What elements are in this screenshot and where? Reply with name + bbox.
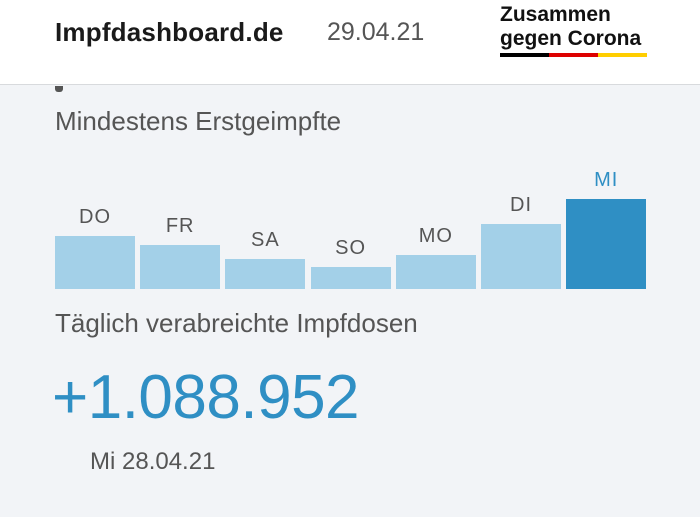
logo-line-1: Zusammen (500, 3, 611, 26)
flag-gold (598, 53, 647, 57)
daily-doses-date: Mi 28.04.21 (90, 448, 216, 475)
bar-label-so: SO (335, 236, 367, 259)
bar-di[interactable] (481, 224, 561, 289)
bar-mo[interactable] (395, 254, 476, 289)
daily-doses-title: Täglich verabreichte Impfdosen (55, 308, 418, 338)
header-date: 29.04.21 (327, 18, 425, 46)
bar-label-mo: MO (418, 224, 453, 247)
site-brand[interactable]: Impfdashboard.de (55, 17, 284, 47)
campaign-logo[interactable]: Zusammen gegen Corona (500, 3, 650, 57)
logo-line-2: gegen Corona (500, 27, 642, 50)
daily-bar-chart: DO FR SA SO MO DI MI (0, 160, 700, 295)
section-subtitle: Mindestens Erstgeimpfte (55, 106, 342, 136)
flag-black (500, 53, 549, 57)
bar-label-di: DI (510, 194, 532, 217)
bar-fr[interactable] (140, 244, 221, 289)
german-flag-stripe (500, 53, 647, 57)
daily-doses-value: +1.088.952 (52, 363, 360, 432)
bar-do[interactable] (55, 236, 135, 289)
bar-sa[interactable] (225, 258, 306, 289)
flag-red (549, 53, 598, 57)
app-header: Impfdashboard.de 29.04.21 Zusammen gegen… (0, 0, 700, 85)
bar-label-sa: SA (251, 228, 280, 251)
bar-label-fr: FR (165, 214, 195, 237)
bar-mi[interactable] (566, 199, 647, 289)
clipped-heading-fragment (55, 86, 115, 92)
bar-label-do: DO (79, 206, 111, 229)
bar-so[interactable] (310, 266, 391, 289)
bar-label-mi: MI (594, 169, 619, 191)
